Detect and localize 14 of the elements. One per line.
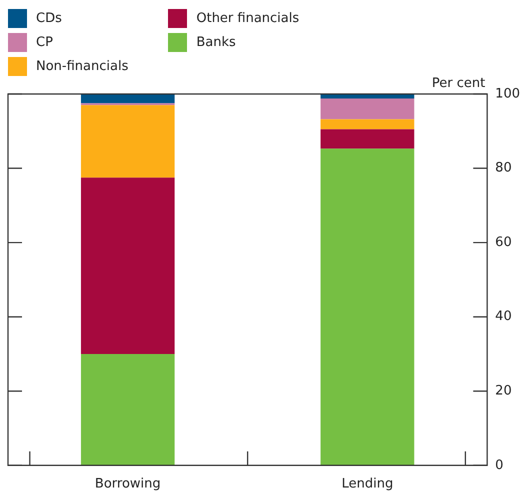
y-tick-label: 60 <box>495 234 512 250</box>
y-tick-label: 20 <box>495 383 512 398</box>
x-tick-label: Lending <box>342 476 394 492</box>
legend-label: CP <box>36 34 53 50</box>
legend-label: Banks <box>196 34 236 50</box>
legend-label: CDs <box>36 10 62 26</box>
x-tick-label: Borrowing <box>94 476 161 492</box>
y-tick-label: 80 <box>495 160 512 176</box>
y-tick-label: 0 <box>495 458 504 473</box>
legend-label: Other financials <box>196 10 300 26</box>
y-tick-label: 100 <box>495 86 520 102</box>
legend-label: Non-financials <box>36 58 128 74</box>
y-axis-title: Per cent <box>432 76 486 91</box>
y-tick-label: 40 <box>495 309 512 324</box>
